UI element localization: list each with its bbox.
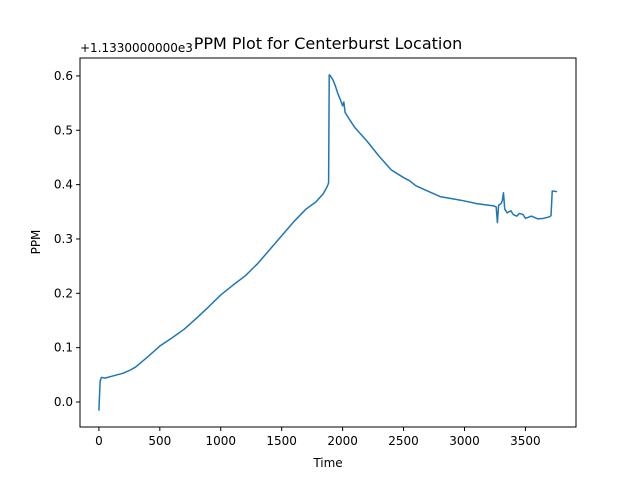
x-tick-label: 2500 bbox=[388, 434, 419, 448]
series-line-0 bbox=[98, 74, 558, 411]
x-axis-label: Time bbox=[312, 456, 342, 470]
y-axis-offset-label: +1.1330000000e3 bbox=[80, 41, 193, 55]
y-axis-ticks: 0.0 0.1 0.2 0.3 0.4 0.5 0.6 bbox=[54, 69, 80, 409]
x-tick-label: 0 bbox=[95, 434, 103, 448]
axes-frame bbox=[79, 57, 577, 428]
x-tick-label: 3000 bbox=[449, 434, 480, 448]
y-tick-label: 0.2 bbox=[54, 286, 73, 300]
y-tick-label: 0.4 bbox=[54, 178, 73, 192]
x-tick-label: 1500 bbox=[266, 434, 297, 448]
chart-title: PPM Plot for Centerburst Location bbox=[194, 34, 463, 53]
y-tick-label: 0.5 bbox=[54, 123, 73, 137]
y-tick-label: 0.3 bbox=[54, 232, 73, 246]
x-tick-label: 2000 bbox=[327, 434, 358, 448]
x-axis-ticks: 0 500 1000 1500 2000 2500 3000 3500 bbox=[95, 427, 541, 448]
x-tick-label: 500 bbox=[148, 434, 171, 448]
y-tick-label: 0.6 bbox=[54, 69, 73, 83]
plot-area bbox=[98, 74, 558, 411]
y-tick-label: 0.0 bbox=[54, 395, 73, 409]
x-tick-label: 3500 bbox=[510, 434, 541, 448]
y-axis-label: PPM bbox=[29, 230, 43, 255]
x-tick-label: 1000 bbox=[205, 434, 236, 448]
y-tick-label: 0.1 bbox=[54, 341, 73, 355]
